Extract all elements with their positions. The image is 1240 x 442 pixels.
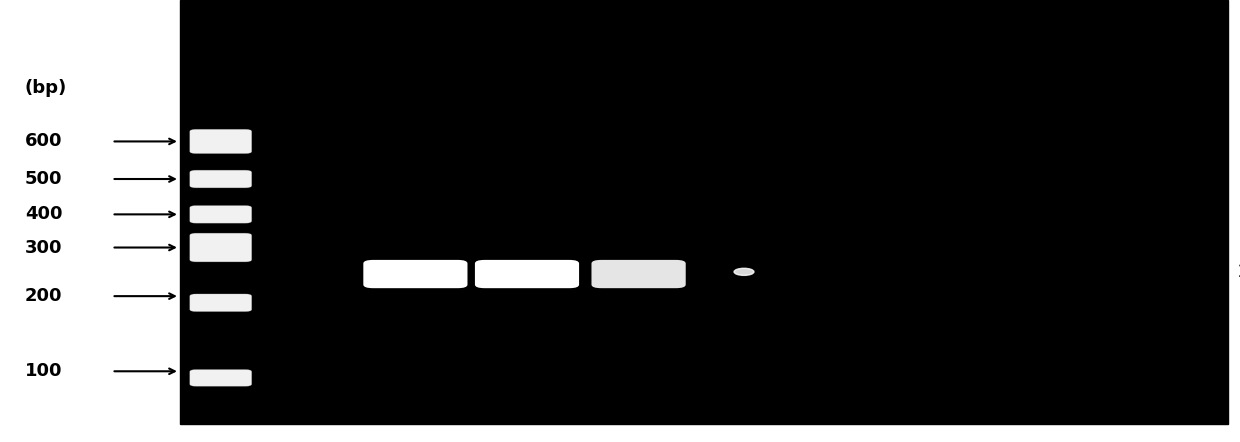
- Text: 100: 100: [25, 362, 62, 380]
- FancyBboxPatch shape: [363, 260, 467, 288]
- Text: 400: 400: [25, 206, 62, 223]
- FancyBboxPatch shape: [190, 129, 252, 153]
- Text: 1: 1: [298, 0, 310, 13]
- FancyBboxPatch shape: [475, 260, 579, 288]
- Text: (bp): (bp): [25, 80, 67, 97]
- Text: 4: 4: [632, 0, 645, 13]
- Text: 5: 5: [738, 0, 750, 13]
- FancyBboxPatch shape: [190, 294, 252, 312]
- FancyBboxPatch shape: [190, 233, 252, 262]
- FancyBboxPatch shape: [180, 0, 1228, 424]
- Circle shape: [734, 268, 754, 275]
- Text: 200: 200: [25, 287, 62, 305]
- Text: M: M: [198, 0, 216, 13]
- Text: 3: 3: [521, 0, 533, 13]
- Text: 600: 600: [25, 133, 62, 150]
- FancyBboxPatch shape: [190, 206, 252, 223]
- Text: 240bp: 240bp: [1238, 263, 1240, 281]
- Text: 300: 300: [25, 239, 62, 256]
- Text: 6: 6: [843, 0, 856, 13]
- Text: 2: 2: [409, 0, 422, 13]
- Text: 500: 500: [25, 170, 62, 188]
- FancyBboxPatch shape: [190, 170, 252, 188]
- Text: 7: 7: [949, 0, 961, 13]
- FancyBboxPatch shape: [591, 260, 686, 288]
- FancyBboxPatch shape: [190, 370, 252, 386]
